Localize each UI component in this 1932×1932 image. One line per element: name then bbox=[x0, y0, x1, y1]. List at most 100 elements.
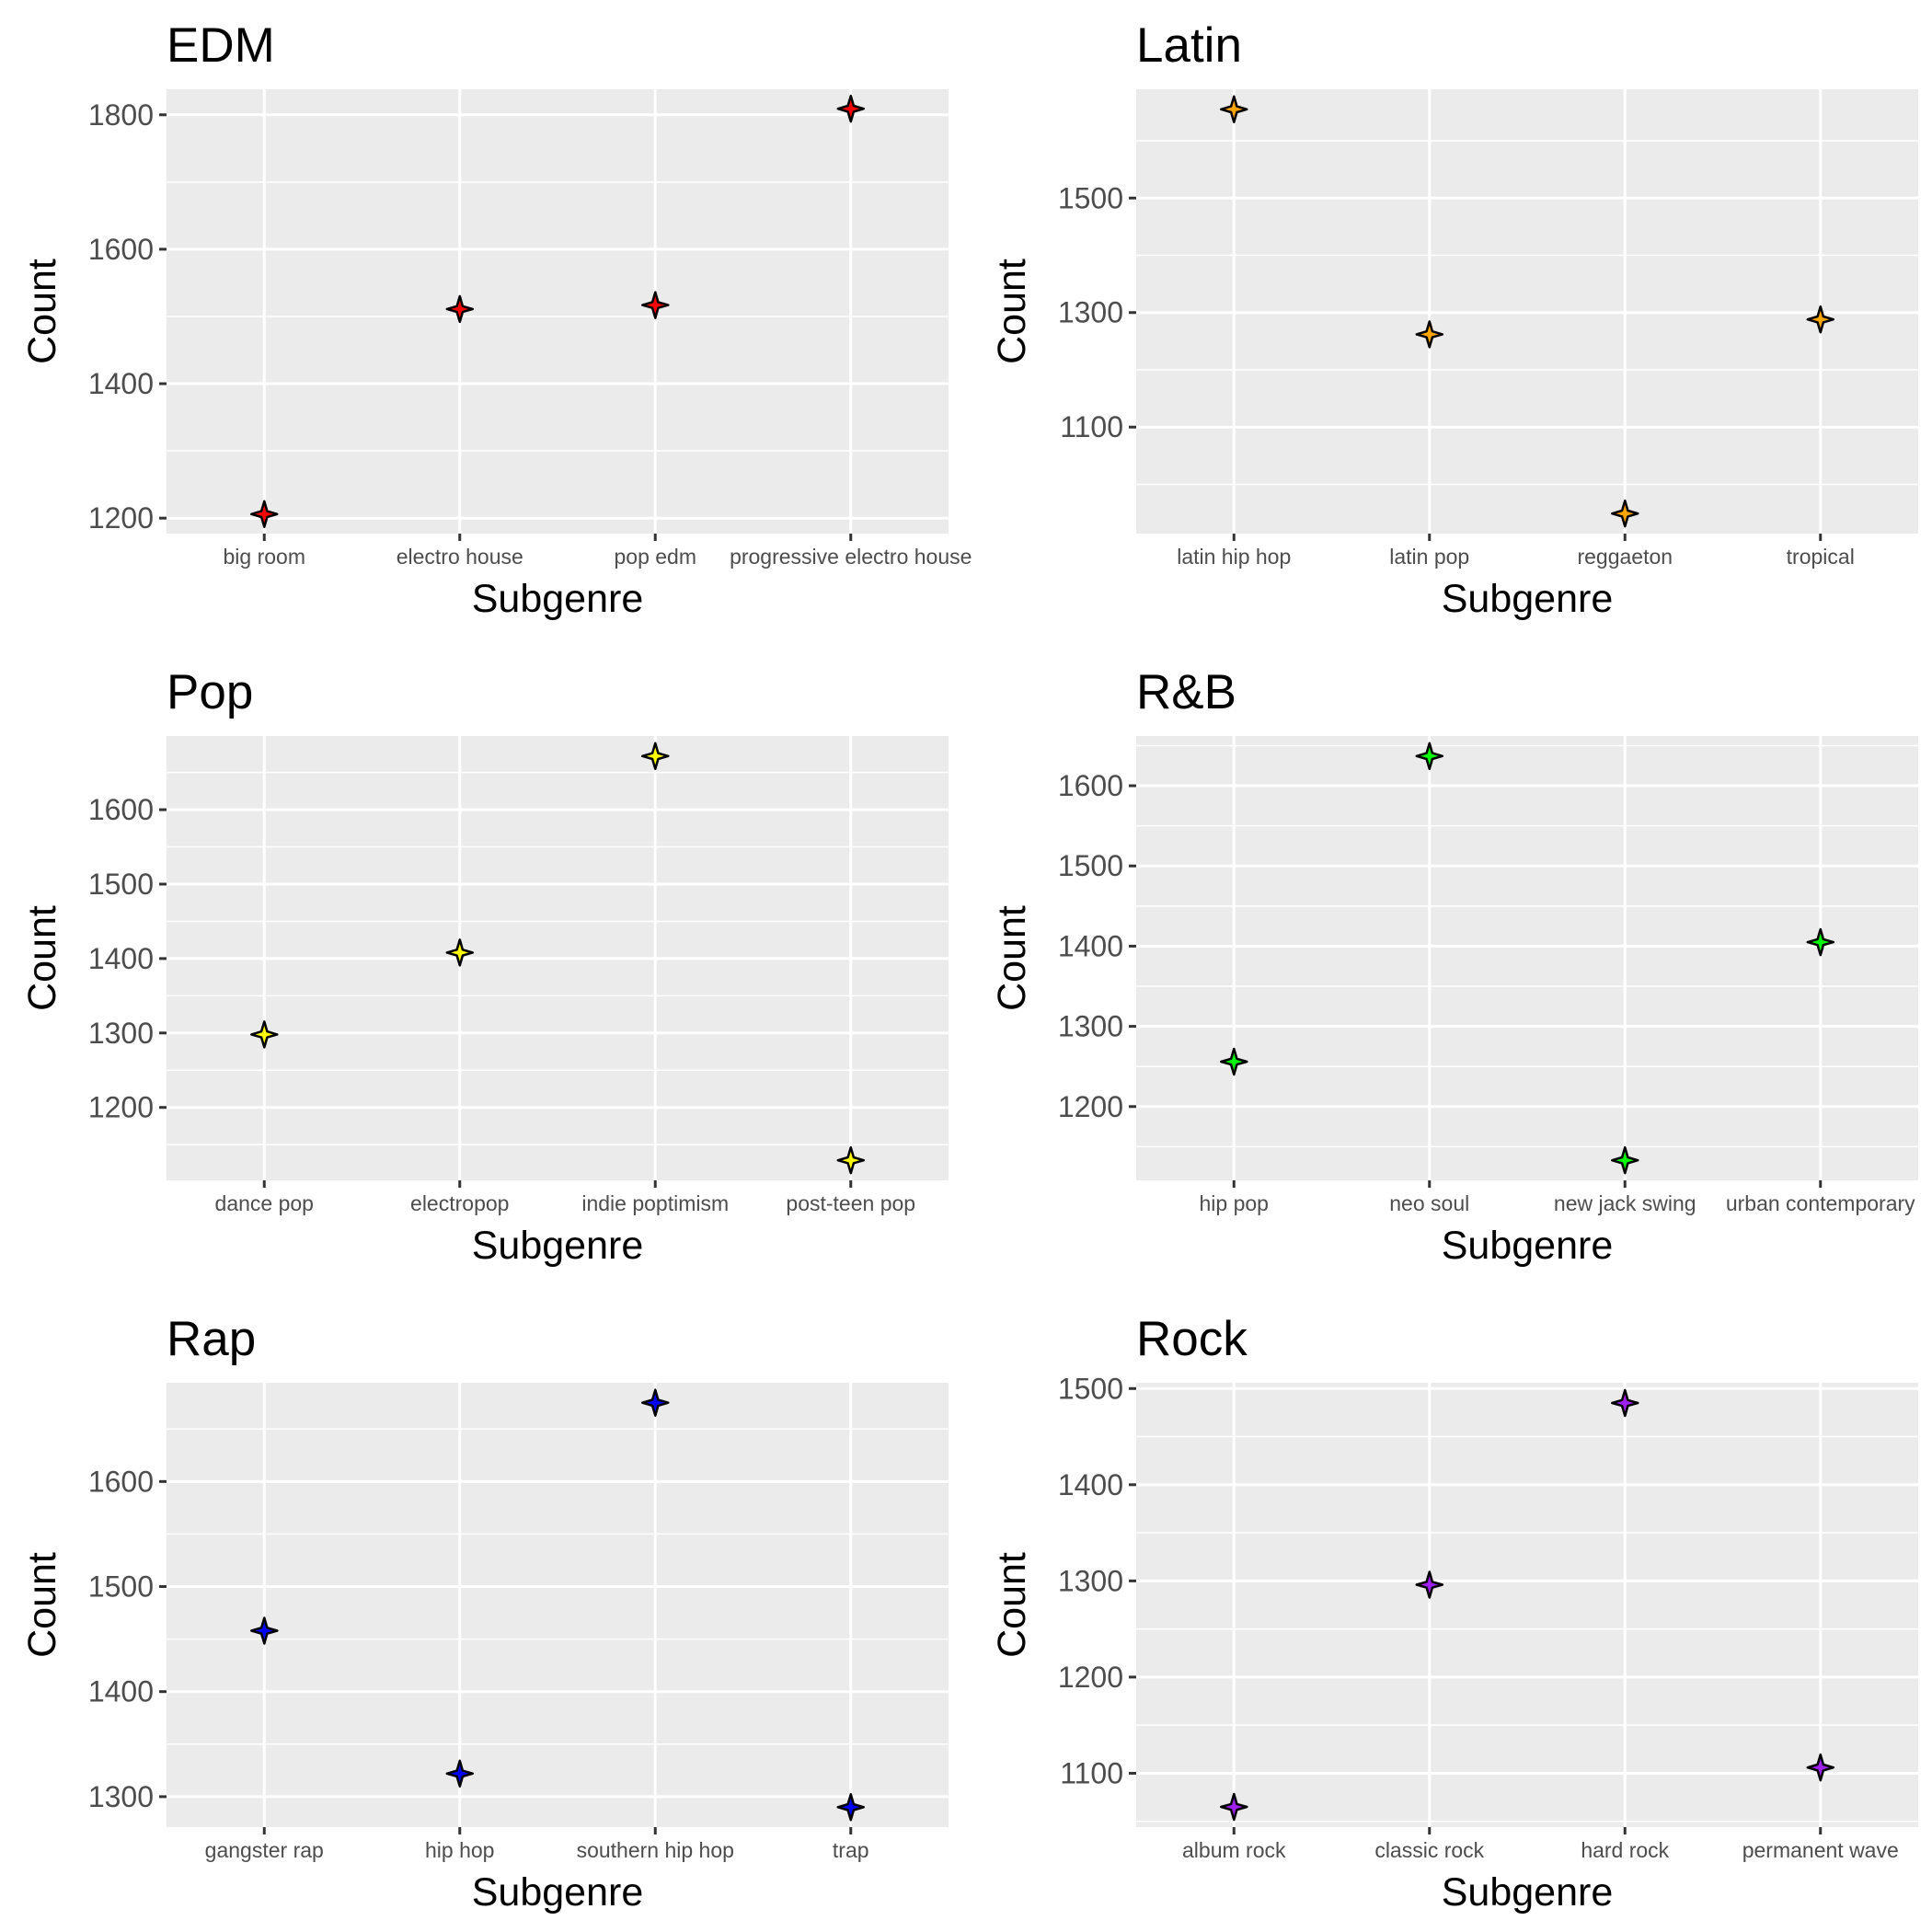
x-tick-label: post-teen pop bbox=[786, 1191, 915, 1215]
y-tick-label: 1100 bbox=[1060, 410, 1123, 443]
y-tick-label: 1500 bbox=[1058, 849, 1123, 882]
x-tick-label: electro house bbox=[397, 545, 523, 569]
y-tick-label: 1200 bbox=[88, 501, 154, 535]
y-tick-label: 1500 bbox=[1058, 181, 1123, 214]
x-tick-label: indie poptimism bbox=[581, 1191, 729, 1215]
panel-title: Pop bbox=[167, 665, 253, 719]
x-tick-label: trap bbox=[833, 1838, 869, 1862]
y-tick-label: 1400 bbox=[88, 367, 154, 400]
data-point bbox=[641, 291, 670, 319]
data-point bbox=[1611, 499, 1639, 528]
data-point bbox=[1220, 1047, 1248, 1076]
x-tick-label: reggaeton bbox=[1577, 545, 1673, 569]
panel-4: Rap 1300 1400 1500 1600 gangster rap hip hop so… bbox=[20, 1312, 949, 1915]
data-point bbox=[1806, 1753, 1835, 1782]
plot-background bbox=[1136, 1383, 1918, 1827]
x-tick-label: latin pop bbox=[1389, 545, 1469, 569]
y-tick-label: 1300 bbox=[88, 1017, 154, 1050]
y-tick-label: 1400 bbox=[88, 1675, 154, 1708]
y-tick-label: 1300 bbox=[1058, 1564, 1123, 1597]
y-tick-label: 1100 bbox=[1060, 1756, 1123, 1789]
y-tick-label: 1200 bbox=[1058, 1090, 1123, 1123]
data-point bbox=[250, 1616, 279, 1645]
x-tick-label: big room bbox=[224, 545, 305, 569]
data-point bbox=[1415, 320, 1444, 349]
y-tick-label: 1200 bbox=[88, 1091, 154, 1124]
plot-background bbox=[1136, 736, 1918, 1180]
x-tick-label: electropop bbox=[410, 1191, 509, 1215]
panel-3: R&B 1200 1300 1400 1500 1600 hip pop neo soul ne… bbox=[990, 665, 1918, 1268]
x-tick-label: neo soul bbox=[1389, 1191, 1469, 1215]
x-tick-label: progressive electro house bbox=[730, 545, 972, 569]
y-axis-title: Count bbox=[990, 1552, 1034, 1658]
panel-title: Rap bbox=[167, 1312, 256, 1366]
data-point bbox=[1220, 95, 1248, 124]
data-point bbox=[445, 1759, 475, 1788]
y-tick-label: 1300 bbox=[1058, 1010, 1123, 1043]
y-axis-title: Count bbox=[20, 905, 64, 1011]
y-tick-label: 1400 bbox=[88, 942, 154, 975]
x-tick-label: southern hip hop bbox=[577, 1838, 734, 1862]
x-tick-label: new jack swing bbox=[1554, 1191, 1696, 1215]
panel-2: Pop 1200 1300 1400 1500 1600 dance pop electrop… bbox=[20, 665, 949, 1268]
x-tick-label: album rock bbox=[1182, 1838, 1286, 1862]
panel-title: Rock bbox=[1136, 1312, 1248, 1366]
data-point bbox=[836, 1793, 866, 1822]
data-point bbox=[1611, 1145, 1639, 1175]
data-point bbox=[836, 94, 866, 123]
data-point bbox=[641, 1388, 670, 1417]
y-tick-label: 1800 bbox=[88, 98, 154, 132]
x-axis-title: Subgenre bbox=[1442, 1224, 1614, 1268]
y-tick-label: 1300 bbox=[1058, 296, 1123, 329]
x-axis-title: Subgenre bbox=[472, 1870, 644, 1915]
y-tick-label: 1400 bbox=[1058, 929, 1123, 962]
x-tick-label: classic rock bbox=[1374, 1838, 1484, 1862]
data-point bbox=[1415, 1570, 1444, 1599]
x-tick-label: urban contemporary bbox=[1726, 1191, 1915, 1215]
data-point bbox=[641, 742, 670, 771]
panel-0: EDM 1200 1400 1600 1800 big room electro house… bbox=[20, 18, 972, 621]
x-tick-label: pop edm bbox=[614, 545, 696, 569]
y-axis-title: Count bbox=[20, 259, 64, 364]
x-tick-label: hard rock bbox=[1581, 1838, 1669, 1862]
panel-title: EDM bbox=[167, 18, 275, 73]
data-point bbox=[1220, 1792, 1248, 1822]
y-tick-label: 1500 bbox=[1058, 1372, 1123, 1405]
y-tick-label: 1500 bbox=[88, 1570, 154, 1604]
x-tick-label: tropical bbox=[1787, 545, 1855, 569]
panel-1: Latin 1100 1300 1500 latin hip hop latin pop r… bbox=[990, 18, 1918, 621]
plot-background bbox=[167, 1383, 949, 1827]
y-tick-label: 1600 bbox=[88, 793, 154, 826]
panel-title: Latin bbox=[1136, 18, 1242, 73]
data-point bbox=[1806, 927, 1835, 957]
data-point bbox=[1611, 1388, 1639, 1418]
x-tick-label: gangster rap bbox=[205, 1838, 324, 1862]
panel-title: R&B bbox=[1136, 665, 1236, 719]
data-point bbox=[445, 294, 475, 324]
data-point bbox=[250, 1020, 279, 1049]
y-tick-label: 1500 bbox=[88, 868, 154, 901]
y-tick-label: 1600 bbox=[88, 1465, 154, 1498]
x-axis-title: Subgenre bbox=[472, 1224, 644, 1268]
plot-background bbox=[167, 89, 949, 534]
x-tick-label: dance pop bbox=[215, 1191, 314, 1215]
x-axis-title: Subgenre bbox=[1442, 1870, 1614, 1915]
y-tick-label: 1400 bbox=[1058, 1468, 1123, 1501]
data-point bbox=[250, 500, 279, 529]
y-tick-label: 1200 bbox=[1058, 1661, 1123, 1694]
y-tick-label: 1600 bbox=[88, 233, 154, 266]
x-tick-label: permanent wave bbox=[1742, 1838, 1899, 1862]
data-point bbox=[1415, 742, 1444, 771]
y-axis-title: Count bbox=[990, 905, 1034, 1011]
data-point bbox=[836, 1145, 866, 1175]
x-tick-label: hip pop bbox=[1200, 1191, 1269, 1215]
x-axis-title: Subgenre bbox=[472, 577, 644, 621]
panel-5: Rock 1100 1200 1300 1400 1500 album rock classi… bbox=[990, 1312, 1918, 1915]
x-tick-label: latin hip hop bbox=[1177, 545, 1291, 569]
x-tick-label: hip hop bbox=[425, 1838, 494, 1862]
y-tick-label: 1600 bbox=[1058, 769, 1123, 802]
x-axis-title: Subgenre bbox=[1442, 577, 1614, 621]
y-axis-title: Count bbox=[20, 1552, 64, 1658]
y-axis-title: Count bbox=[990, 259, 1034, 364]
